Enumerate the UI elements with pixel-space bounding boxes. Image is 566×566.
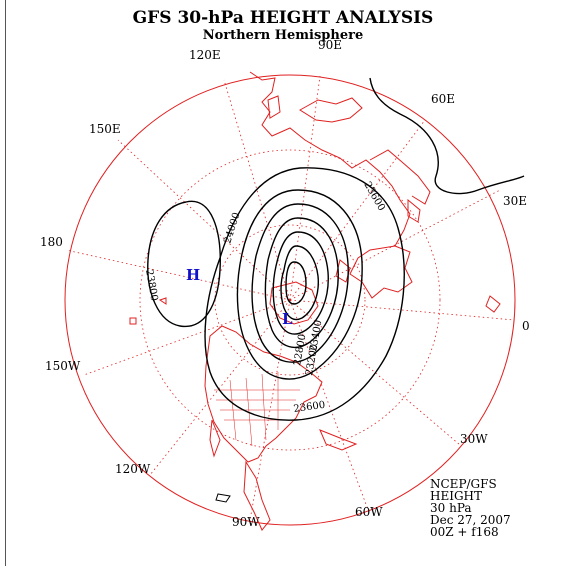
contour-label-23400: 23400 — [308, 319, 324, 352]
lon-label-0: 0 — [522, 319, 530, 333]
info-run: 00Z + f168 — [430, 525, 499, 539]
coastlines — [129, 71, 501, 531]
contour-label-22800: 22800 — [292, 333, 308, 366]
lon-label-120w: 120W — [115, 462, 151, 476]
lon-label-30w: 30W — [460, 432, 488, 446]
contour-label-23600-south: 23600 — [293, 400, 326, 415]
lon-label-30e: 30E — [503, 194, 528, 208]
lat-circle-30n — [139, 149, 441, 451]
contour-label-23600-east: 23600 — [361, 180, 386, 213]
lon-label-150e: 150E — [89, 122, 121, 136]
contour-label-23800: 23800 — [143, 269, 159, 302]
height-contours — [147, 77, 525, 421]
info-date: Dec 27, 2007 — [430, 513, 511, 527]
map-title: GFS 30-hPa HEIGHT ANALYSIS — [132, 8, 434, 28]
info-level: 30 hPa — [430, 501, 472, 515]
equator-circle — [64, 74, 516, 526]
lon-label-150w: 150W — [45, 359, 81, 373]
frame-left-border — [5, 0, 6, 566]
high-pressure-center: H — [186, 266, 200, 284]
info-source: NCEP/GFS — [430, 477, 497, 491]
info-block: NCEP/GFS HEIGHT 30 hPa Dec 27, 2007 00Z … — [430, 478, 511, 538]
contour-label-23200: 23200 — [304, 343, 320, 376]
political-boundaries — [214, 372, 300, 447]
lon-label-90e: 90E — [318, 38, 343, 52]
map-subtitle: Northern Hemisphere — [202, 28, 364, 43]
lon-label-60w: 60W — [355, 505, 383, 519]
lon-label-120e: 120E — [189, 48, 221, 62]
lon-label-180: 180 — [40, 235, 63, 249]
lon-label-60e: 60E — [431, 92, 456, 106]
meridian-lines — [65, 75, 515, 521]
lon-label-90w: 90W — [232, 515, 260, 529]
low-pressure-center: L — [282, 310, 293, 328]
contour-label-24000: 24000 — [222, 211, 242, 245]
info-field: HEIGHT — [430, 489, 483, 503]
